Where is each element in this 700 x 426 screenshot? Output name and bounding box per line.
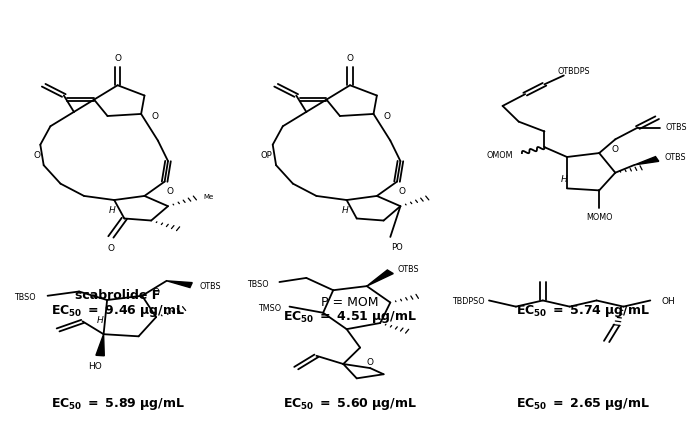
- Text: O: O: [166, 187, 173, 196]
- Text: scabrolide F: scabrolide F: [75, 288, 160, 301]
- Text: $\mathbf{EC_{50}}$$\mathbf{\ =\ 5.60\ \mu g/mL}$: $\mathbf{EC_{50}}$$\mathbf{\ =\ 5.60\ \m…: [283, 394, 417, 411]
- Text: O: O: [151, 112, 158, 121]
- Text: OTBS: OTBS: [398, 265, 419, 273]
- Text: TBSO: TBSO: [14, 293, 36, 302]
- Text: $\mathbf{EC_{50}}$$\mathbf{\ =\ 4.51\ \mu g/mL}$: $\mathbf{EC_{50}}$$\mathbf{\ =\ 4.51\ \m…: [283, 308, 417, 325]
- Text: O: O: [367, 357, 374, 367]
- Text: OTBS: OTBS: [664, 152, 686, 161]
- Text: MOMO: MOMO: [586, 213, 612, 222]
- Text: P = MOM: P = MOM: [321, 295, 379, 308]
- Text: $\mathbf{EC_{50}}$$\mathbf{\ =\ 2.65\ \mu g/mL}$: $\mathbf{EC_{50}}$$\mathbf{\ =\ 2.65\ \m…: [516, 394, 650, 411]
- Text: O: O: [34, 151, 41, 160]
- Text: OMOM: OMOM: [486, 150, 512, 159]
- Polygon shape: [96, 334, 104, 356]
- Text: OTBS: OTBS: [666, 123, 687, 132]
- Text: O: O: [612, 144, 619, 153]
- Polygon shape: [167, 281, 193, 288]
- Polygon shape: [635, 157, 659, 165]
- Text: H: H: [561, 175, 567, 184]
- Text: Me: Me: [203, 193, 214, 199]
- Text: O: O: [114, 54, 121, 63]
- Text: O: O: [384, 112, 391, 121]
- Text: H: H: [342, 205, 349, 214]
- Text: OTBS: OTBS: [199, 281, 221, 290]
- Text: O: O: [398, 187, 405, 196]
- Text: $\mathbf{EC_{50}}$$\mathbf{\ =\ 5.74\ \mu g/mL}$: $\mathbf{EC_{50}}$$\mathbf{\ =\ 5.74\ \m…: [516, 302, 650, 318]
- Text: H: H: [97, 315, 104, 324]
- Text: PO: PO: [391, 242, 403, 251]
- Text: TBDPSO: TBDPSO: [452, 296, 485, 305]
- Text: OH: OH: [662, 296, 676, 305]
- Text: TMSO: TMSO: [258, 303, 281, 312]
- Text: $\mathbf{EC_{50}}$$\mathbf{\ =\ 9.46\ \mu g/mL}$: $\mathbf{EC_{50}}$$\mathbf{\ =\ 9.46\ \m…: [50, 302, 185, 318]
- Polygon shape: [367, 271, 393, 286]
- Text: OP: OP: [260, 151, 272, 160]
- Text: OTBDPS: OTBDPS: [557, 67, 590, 76]
- Text: O: O: [153, 287, 160, 296]
- Text: $\mathbf{EC_{50}}$$\mathbf{\ =\ 5.89\ \mu g/mL}$: $\mathbf{EC_{50}}$$\mathbf{\ =\ 5.89\ \m…: [50, 394, 185, 411]
- Text: O: O: [346, 54, 354, 63]
- Text: HO: HO: [88, 361, 102, 370]
- Text: O: O: [107, 243, 114, 252]
- Text: TBSO: TBSO: [247, 279, 268, 288]
- Text: H: H: [109, 205, 116, 214]
